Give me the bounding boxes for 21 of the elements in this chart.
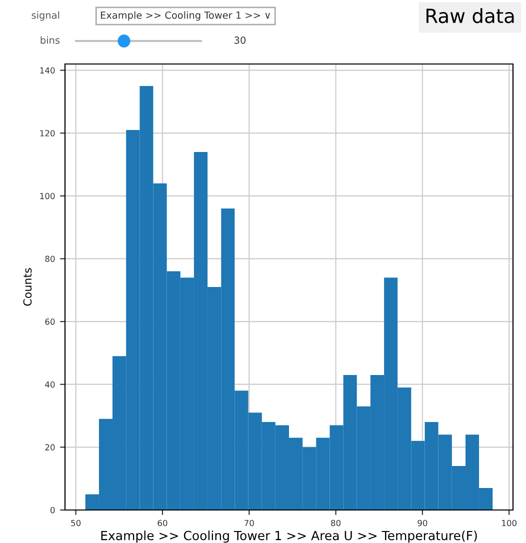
y-tick-label: 0 [50,506,55,514]
x-tick-label: 60 [158,520,168,526]
y-tick-label: 60 [45,318,55,325]
y-tick-label: 80 [45,256,55,262]
x-axis-title: Example >> Cooling Tower 1 >> Area U >> Temperature(F) [101,530,477,543]
x-tick-label: 90 [418,520,428,526]
y-tick-label: 120 [40,130,55,136]
text: signal [32,11,60,21]
x-tick-label: 80 [331,520,341,526]
y-axis-title: Counts [23,268,32,306]
y-tick-label: 100 [40,192,55,200]
text: bins [40,36,60,44]
text: Example >> Cooling Tower 1 >> ∨ [100,11,270,21]
x-tick-label: 100 [502,520,516,526]
x-tick-label: 50 [71,520,81,526]
y-tick-label: 40 [45,381,55,388]
y-tick-label: 140 [40,67,55,74]
text: 30 [234,36,246,44]
y-tick-label: 20 [45,444,55,450]
x-tick-label: 70 [244,520,254,526]
text: Raw data [426,8,514,24]
